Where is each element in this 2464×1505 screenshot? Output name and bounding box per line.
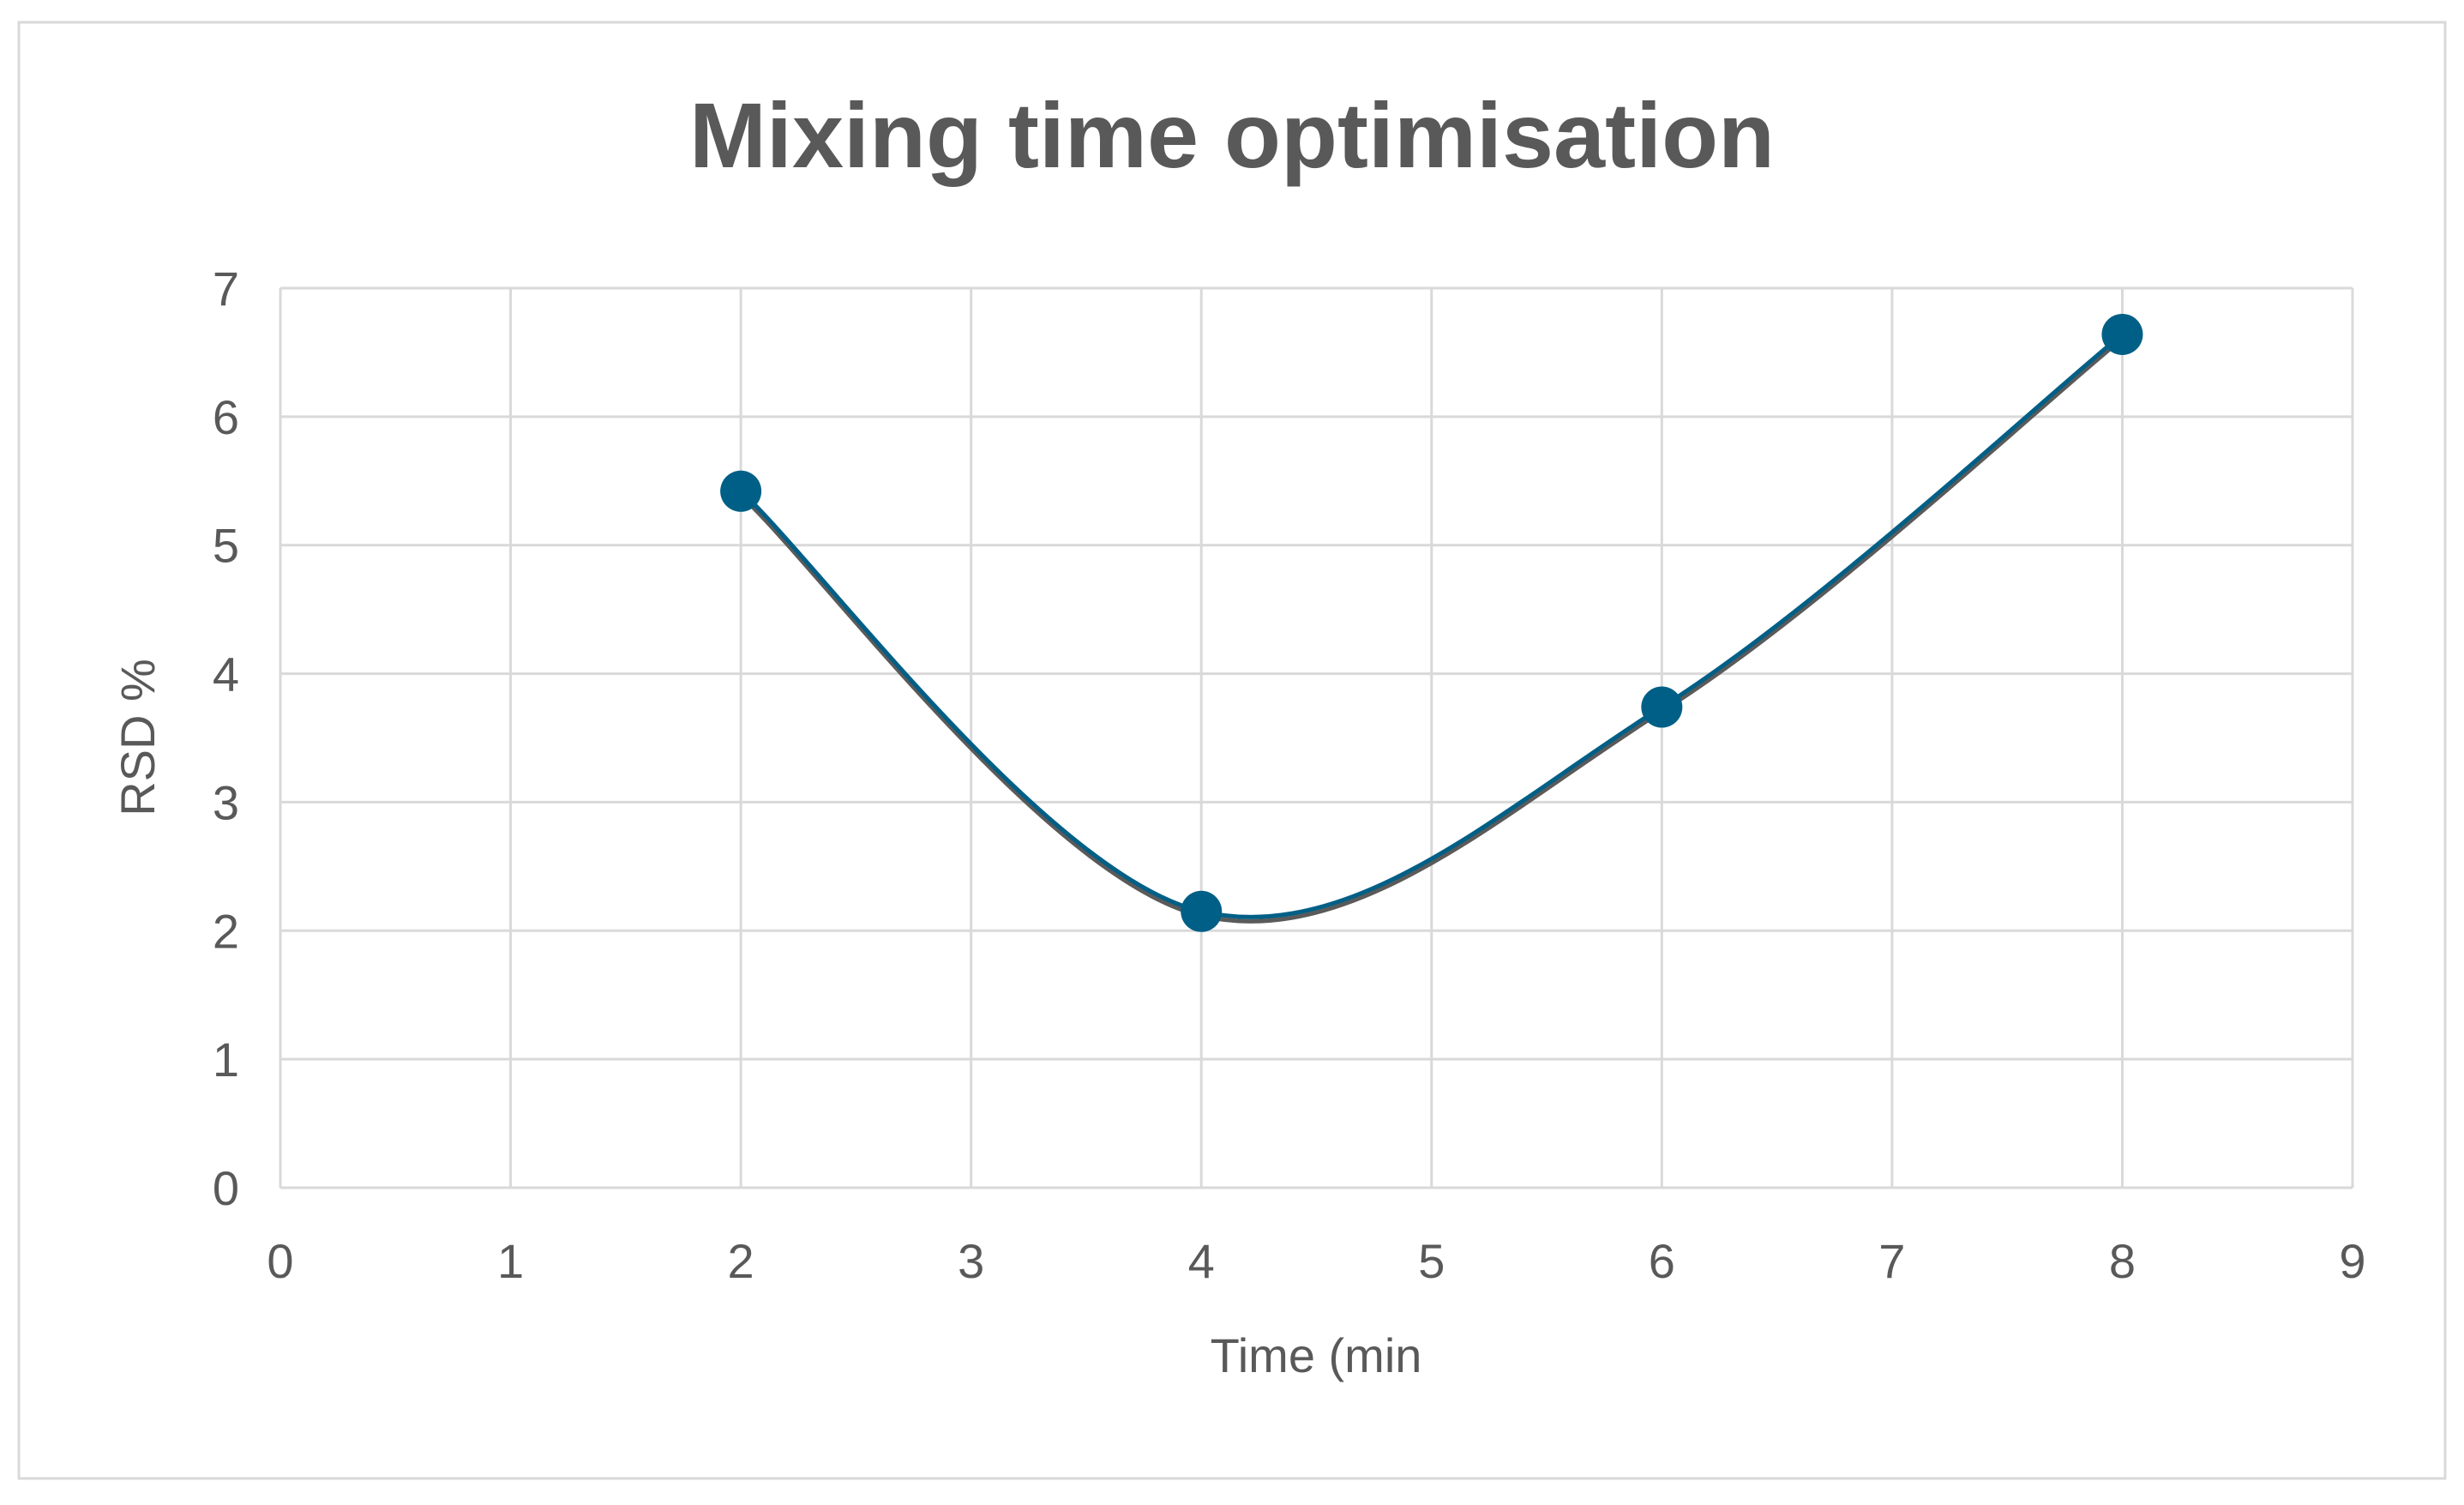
x-axis-label: Time (min xyxy=(1211,1328,1422,1382)
gridlines xyxy=(279,286,2354,1189)
x-tick-label: 3 xyxy=(958,1234,984,1288)
x-tick-label: 9 xyxy=(2339,1234,2365,1288)
y-tick-label: 7 xyxy=(213,262,239,316)
chart-title: Mixing time optimisation xyxy=(689,83,1775,187)
series-line-shadow xyxy=(739,337,2124,924)
data-point xyxy=(2101,313,2143,355)
x-tick-label: 0 xyxy=(267,1234,293,1288)
x-tick-label: 4 xyxy=(1188,1234,1215,1288)
y-axis-label: RSD % xyxy=(111,659,165,816)
y-tick-label: 2 xyxy=(213,904,239,958)
tick-labels: 0 1 2 3 4 5 6 7 8 9 0 1 2 3 4 5 6 7 xyxy=(213,262,2366,1288)
x-tick-label: 1 xyxy=(497,1234,524,1288)
y-tick-label: 0 xyxy=(213,1161,239,1215)
chart-border xyxy=(17,21,2447,1480)
series-group xyxy=(720,313,2143,932)
y-tick-label: 5 xyxy=(213,519,239,573)
data-point xyxy=(1181,890,1223,932)
data-point xyxy=(1641,686,1683,728)
series-line xyxy=(739,333,2124,919)
y-tick-label: 4 xyxy=(213,647,239,701)
x-tick-label: 7 xyxy=(1878,1234,1905,1288)
y-tick-label: 6 xyxy=(213,390,239,444)
data-point xyxy=(720,470,762,512)
x-tick-label: 5 xyxy=(1418,1234,1445,1288)
x-tick-label: 8 xyxy=(2109,1234,2136,1288)
x-tick-label: 2 xyxy=(728,1234,754,1288)
y-tick-label: 3 xyxy=(213,775,239,829)
y-tick-label: 1 xyxy=(213,1032,239,1087)
x-tick-label: 6 xyxy=(1649,1234,1675,1288)
